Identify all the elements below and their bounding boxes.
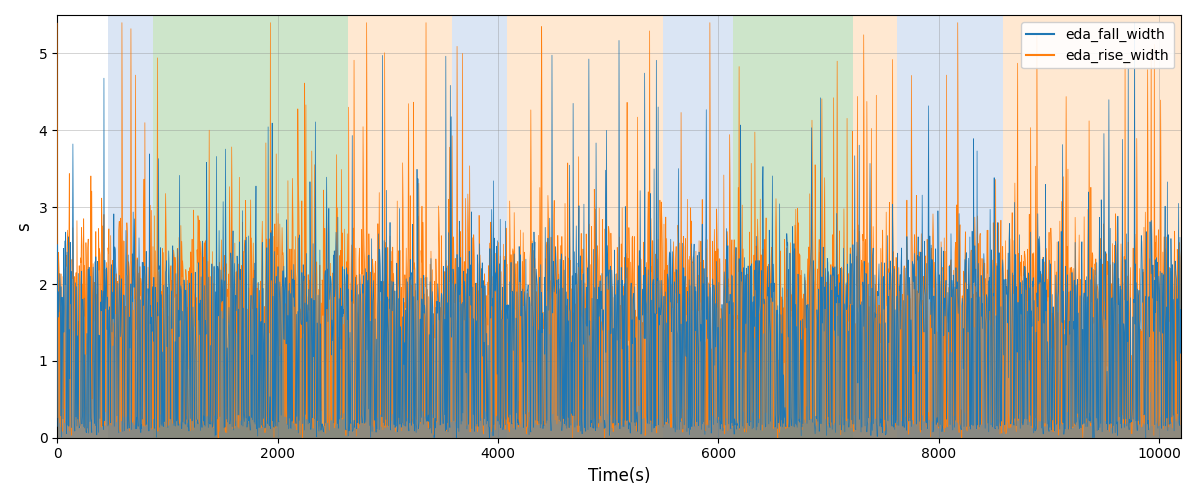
eda_rise_width (50, 20, 65, 26)
Line: eda_rise_width: eda_rise_width (58, 22, 1181, 438)
Bar (853, 15, 896, 438)
Bar (108, 15, 154, 438)
eda_rise_width (1174, 248, 1188, 254)
eda_rise_width (1055, 198, 1069, 204)
eda_fall_width (486, 178, 500, 184)
Y-axis label: s: s (16, 222, 34, 230)
eda_rise_width (115, 20, 130, 26)
eda_fall_width (1012, 410, 1026, 416)
eda_fall_width (1127, 20, 1141, 26)
eda_rise_width (211, 434, 226, 440)
Bar (896, 15, 1003, 438)
eda_fall_width (50, 424, 65, 430)
Legend: eda_fall_width, eda_rise_width: eda_fall_width, eda_rise_width (1021, 22, 1175, 68)
eda_rise_width (1012, 412, 1026, 418)
Line: eda_fall_width: eda_fall_width (58, 22, 1181, 438)
eda_fall_width (1054, 228, 1068, 234)
Bar (154, 15, 348, 438)
eda_fall_width (427, 434, 442, 440)
X-axis label: Time(s): Time(s) (588, 467, 650, 485)
eda_fall_width (73, 422, 88, 428)
eda_fall_width (966, 422, 980, 428)
Bar (451, 15, 506, 438)
eda_rise_width (966, 291, 980, 297)
Bar (1003, 15, 1181, 438)
eda_fall_width (1174, 310, 1188, 316)
eda_rise_width (678, 288, 692, 294)
eda_fall_width (678, 281, 692, 287)
eda_rise_width (487, 294, 502, 300)
Bar (506, 15, 664, 438)
Bar (348, 15, 451, 438)
Bar (733, 15, 853, 438)
Bar (664, 15, 733, 438)
eda_rise_width (73, 422, 88, 428)
